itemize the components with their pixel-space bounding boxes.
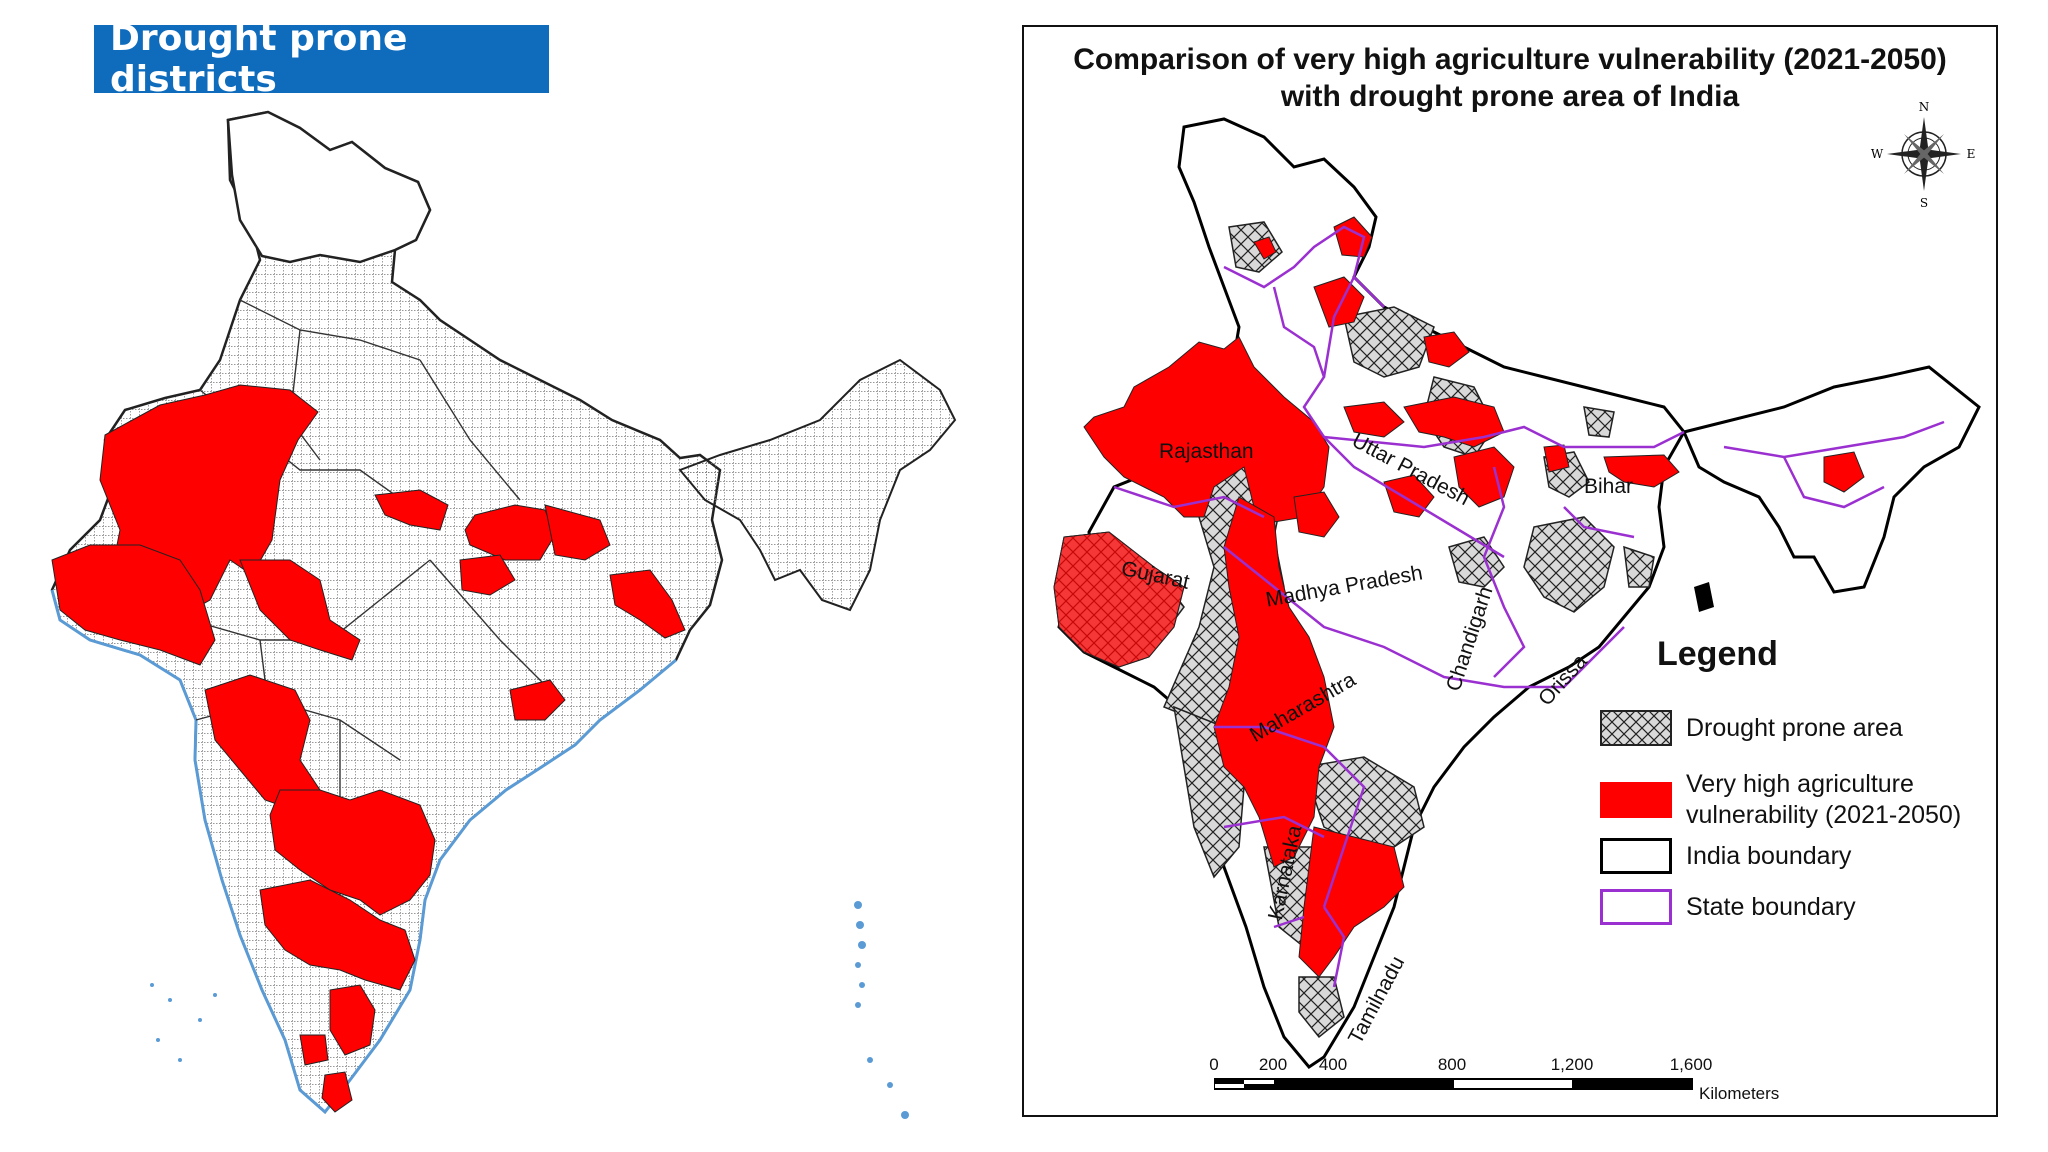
legend-item-drought: Drought prone area xyxy=(1600,710,1903,746)
scale-bar: 0 200 400 800 1,200 1,600 Kilometers xyxy=(1209,1055,1779,1103)
legend-swatch-crosshatch xyxy=(1600,710,1672,746)
left-northeast-outline xyxy=(678,358,957,612)
legend-item-vulnerability: Very high agriculture vulnerability (202… xyxy=(1600,769,1961,831)
left-title: Drought prone districts xyxy=(110,18,408,100)
legend-swatch-state xyxy=(1600,889,1672,925)
left-india-map xyxy=(50,110,957,1119)
scale-tick-400: 400 xyxy=(1318,1055,1348,1074)
compass-icon: N S E W xyxy=(1871,100,1976,210)
right-state-boundaries xyxy=(1113,225,1945,988)
scale-tick-1600: 1,600 xyxy=(1669,1055,1713,1074)
legend-swatch-india xyxy=(1600,838,1672,874)
compass-n: N xyxy=(1919,100,1930,114)
left-jk-region xyxy=(226,110,432,264)
scale-tick-800: 800 xyxy=(1437,1055,1467,1074)
legend-label-vulnerability-2: vulnerability (2021-2050) xyxy=(1686,801,1962,829)
left-title-badge: Drought prone districts xyxy=(94,18,549,100)
compass-rose: N S E W xyxy=(1869,99,1979,214)
legend-label-vulnerability-1: Very high agriculture xyxy=(1686,770,1914,798)
right-title-line2: with drought prone area of India xyxy=(1280,80,1740,113)
legend-label-state: State boundary xyxy=(1686,892,1856,921)
label-rajasthan: Rajasthan xyxy=(1159,440,1254,463)
scale-tick-1200: 1,200 xyxy=(1550,1055,1594,1074)
legend-swatch-red xyxy=(1600,782,1672,818)
label-bihar: Bihar xyxy=(1584,475,1634,498)
legend-label-india: India boundary xyxy=(1686,841,1852,870)
legend-title: Legend xyxy=(1657,635,1778,673)
left-drought-districts xyxy=(51,384,686,1113)
scale-unit: Kilometers xyxy=(1699,1084,1780,1103)
right-dark-patch xyxy=(1694,582,1714,612)
scale-tick-200: 200 xyxy=(1258,1055,1288,1074)
compass-e: E xyxy=(1967,147,1976,161)
legend-label-vulnerability: Very high agriculture vulnerability (202… xyxy=(1686,769,1961,831)
scale-tick-0: 0 xyxy=(1209,1055,1219,1074)
legend-label-drought: Drought prone area xyxy=(1686,713,1903,742)
compass-s: S xyxy=(1920,196,1928,209)
legend-item-india-boundary: India boundary xyxy=(1600,838,1851,874)
right-title-line1: Comparison of very high agriculture vuln… xyxy=(1073,43,1947,76)
right-panel: Comparison of very high agriculture vuln… xyxy=(1022,25,1998,1117)
scale-bar-graphic xyxy=(1213,1078,1693,1090)
compass-w: W xyxy=(1871,147,1884,161)
left-coastline xyxy=(50,589,677,1115)
legend-item-state-boundary: State boundary xyxy=(1600,889,1856,925)
right-india-map xyxy=(1053,117,1981,1069)
left-islands xyxy=(150,901,909,1119)
